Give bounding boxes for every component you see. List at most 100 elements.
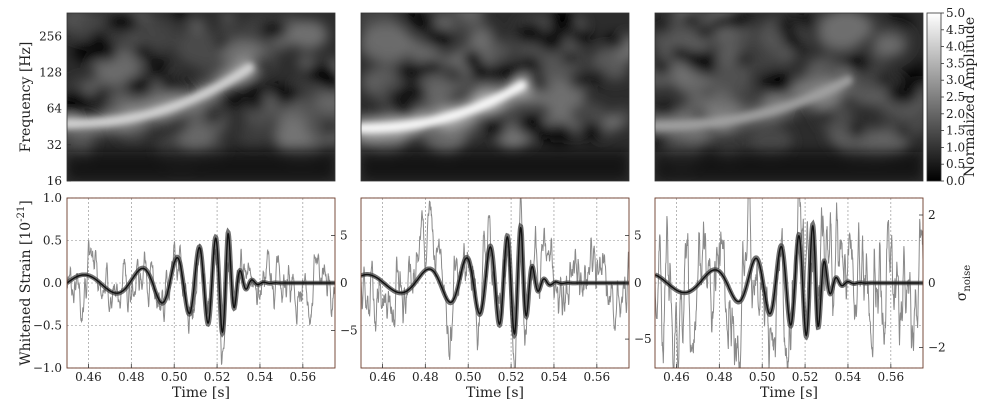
texture-hole xyxy=(124,76,153,97)
colorbar-tick-label: 1.0 xyxy=(946,140,965,154)
texture-hole xyxy=(816,110,834,123)
texture-hole xyxy=(723,13,752,31)
time-tick-label: 0.54 xyxy=(541,370,568,384)
colorbar-tick-label: 3.0 xyxy=(946,73,965,87)
texture-hole xyxy=(603,34,626,50)
texture-hole xyxy=(132,45,153,60)
time-tick-label: 0.56 xyxy=(583,370,610,384)
low-frequency-band xyxy=(67,151,335,181)
time-tick-label: 0.52 xyxy=(792,370,819,384)
strain-tick-labels: −1.0 −0.5 0.0 0.5 1.0 xyxy=(33,191,62,375)
texture-hole xyxy=(484,122,507,138)
model-waveform-trace xyxy=(655,224,923,337)
sigma-tick-label: 5 xyxy=(634,228,642,242)
texture-hole xyxy=(405,13,426,23)
strain-tick-label: −0.5 xyxy=(33,319,62,333)
chirp-track-core xyxy=(655,75,853,131)
texture-hole xyxy=(916,59,923,68)
spectrogram-image xyxy=(655,13,923,181)
spectrogram-panel-3 xyxy=(654,12,924,182)
texture-hole xyxy=(154,71,168,82)
texture-blob xyxy=(483,39,513,63)
texture-hole xyxy=(655,101,676,118)
texture-blob xyxy=(815,16,864,53)
colorbar-tick-label: 1.5 xyxy=(946,124,965,138)
texture-hole xyxy=(680,13,701,26)
texture-hole xyxy=(568,27,593,46)
low-frequency-band xyxy=(361,151,629,181)
texture-hole xyxy=(542,122,576,146)
texture-hole xyxy=(709,15,730,30)
texture-hole xyxy=(246,82,265,95)
chirp-track-core xyxy=(361,80,527,133)
texture-hole xyxy=(204,111,221,124)
time-tick-label: 0.48 xyxy=(412,370,439,384)
texture-blob xyxy=(305,108,335,142)
strain-panel-2: 0.46 0.48 0.50 0.52 0.54 0.56 5 0 −5 xyxy=(360,197,652,384)
texture-hole xyxy=(696,62,717,76)
noisy-data-trace xyxy=(655,198,923,368)
texture-hole xyxy=(160,77,180,91)
low-frequency-band xyxy=(655,151,923,181)
frequency-tick-labels: 16 32 64 128 256 xyxy=(39,29,71,188)
texture-hole xyxy=(844,53,872,73)
texture-hole xyxy=(655,58,673,74)
texture-hole xyxy=(532,66,544,75)
texture-hole xyxy=(695,25,715,40)
colorbar: 0.0 0.5 1.0 1.5 2.0 2.5 3.0 3.5 4.0 4.5 5.0 Normal… xyxy=(926,6,978,188)
texture-hole xyxy=(92,87,111,101)
sigma-tick-label: 0 xyxy=(340,276,348,290)
time-tick-label: 0.48 xyxy=(118,370,145,384)
spectrogram-image xyxy=(361,13,629,181)
strain-panel-1: 0.46 0.48 0.50 0.52 0.54 0.56 5 0 −5 xyxy=(66,197,358,384)
texture-hole xyxy=(260,21,286,40)
strain-tick-label: 0.5 xyxy=(43,234,62,248)
colorbar-label: Normalized Amplitude xyxy=(962,17,978,177)
texture-hole xyxy=(223,92,246,110)
texture-hole xyxy=(91,42,119,62)
texture-blob xyxy=(417,74,457,105)
texture-hole xyxy=(895,126,911,138)
time-axis-label-3: Time [s] xyxy=(760,385,818,399)
strain-axis-label: Whitened Strain [10-21] xyxy=(16,200,34,366)
texture-hole xyxy=(668,46,692,63)
texture-hole xyxy=(655,21,671,34)
strain-panel-3: 0.46 0.48 0.50 0.52 0.54 0.56 2 0 −2 xyxy=(654,197,946,384)
texture-hole xyxy=(89,30,110,46)
texture-blob xyxy=(603,115,623,131)
colorbar-tick-label: 3.5 xyxy=(946,56,965,70)
time-tick-label: 0.52 xyxy=(498,370,525,384)
time-tick-label: 0.56 xyxy=(877,370,904,384)
texture-hole xyxy=(67,90,92,113)
colorbar-tick-label: 5.0 xyxy=(946,6,965,20)
frequency-tick-label: 256 xyxy=(39,29,62,43)
texture-hole xyxy=(546,26,569,43)
texture-hole xyxy=(886,81,919,105)
texture-blob xyxy=(580,102,608,124)
time-tick-label: 0.56 xyxy=(289,370,316,384)
colorbar-tick-label: 0.0 xyxy=(946,174,965,188)
spectrogram-panel-2 xyxy=(360,12,630,182)
sigma-tick-label: −5 xyxy=(634,332,652,346)
colorbar-tick-labels: 0.0 0.5 1.0 1.5 2.0 2.5 3.0 3.5 4.0 4.5 5.0 xyxy=(941,6,965,188)
texture-hole xyxy=(586,70,606,84)
texture-blob xyxy=(453,79,470,93)
spectrogram-texture xyxy=(655,13,923,171)
spectrogram-image xyxy=(67,13,335,181)
strain-tick-label: 1.0 xyxy=(43,191,62,205)
texture-hole xyxy=(578,122,606,142)
texture-blob xyxy=(219,13,236,24)
sigma-tick-label: −2 xyxy=(928,341,946,355)
texture-hole xyxy=(781,31,804,48)
texture-blob xyxy=(361,23,411,64)
model-waveform-trace xyxy=(67,232,335,334)
texture-hole xyxy=(169,13,191,21)
texture-hole xyxy=(276,84,301,103)
texture-hole xyxy=(735,52,752,65)
texture-blob xyxy=(710,60,747,88)
time-tick-label: 0.46 xyxy=(663,370,690,384)
texture-hole xyxy=(321,121,335,133)
texture-blob xyxy=(729,82,757,104)
texture-hole xyxy=(513,21,546,45)
